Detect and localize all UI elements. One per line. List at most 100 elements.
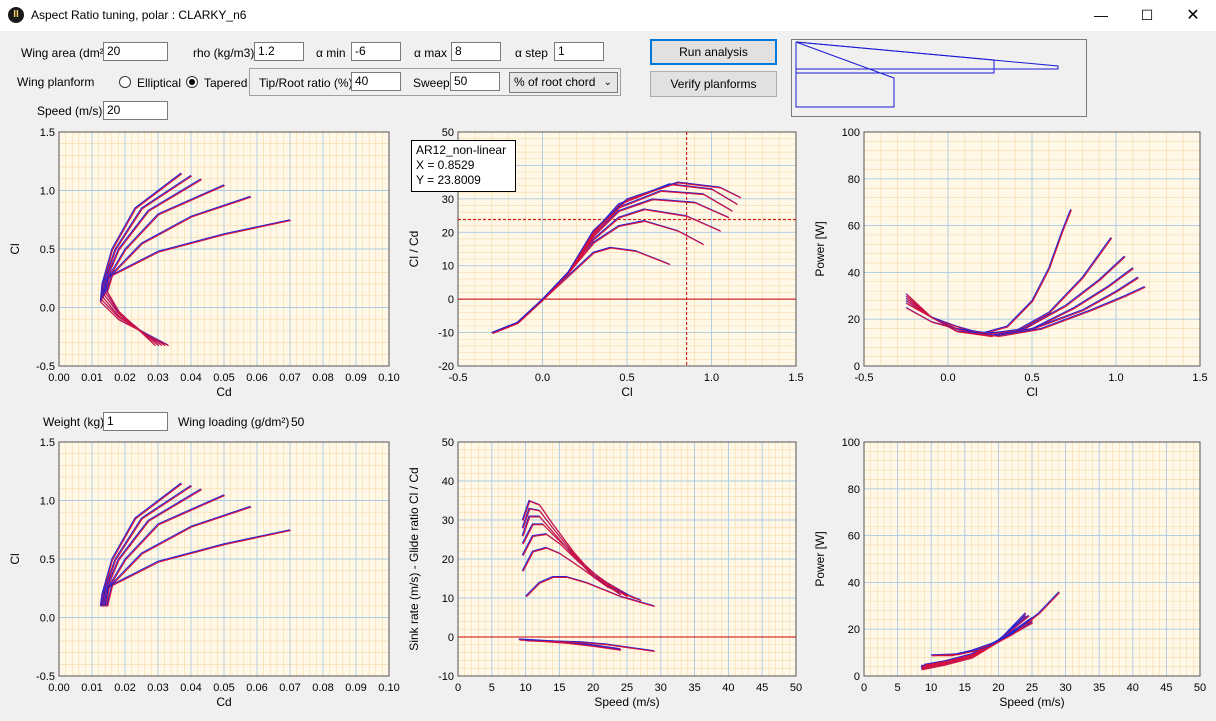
x-tick-label: 10 <box>925 682 937 694</box>
chart-power-vs-cl: -0.5 0.0 0.5 1.0 1.5 0 20 40 60 80 100 Cl Power [W] <box>813 127 1208 399</box>
y-tick-label: -10 <box>438 328 454 340</box>
x-axis-label: Cl <box>1026 385 1037 399</box>
x-tick-label: 1.0 <box>704 372 719 384</box>
y-tick-label: 20 <box>848 624 860 636</box>
rho-label: rho (kg/m3) <box>193 46 255 60</box>
x-tick-label: 0.07 <box>279 682 300 694</box>
alpha-max-input[interactable]: 8 <box>451 42 501 61</box>
x-tick-label: -0.5 <box>449 372 468 384</box>
series-line-blue <box>106 529 291 606</box>
series-line-blue <box>905 208 1072 334</box>
x-tick-label: 20 <box>992 682 1004 694</box>
x-tick-label: 0.5 <box>1024 372 1039 384</box>
y-tick-label: 0 <box>448 632 454 644</box>
y-axis-label: Cl <box>8 243 22 254</box>
x-tick-label: 1.5 <box>1192 372 1207 384</box>
y-tick-label: 0 <box>854 361 860 373</box>
x-axis-label: Speed (m/s) <box>594 695 659 709</box>
weight-input[interactable]: 1 <box>103 412 168 431</box>
y-axis-label: Sink rate (m/s) - Glide ratio Cl / Cd <box>407 467 421 650</box>
series-line-red <box>105 506 252 607</box>
x-tick-label: 40 <box>1127 682 1139 694</box>
x-tick-label: 1.0 <box>1108 372 1123 384</box>
y-tick-label: 0.5 <box>40 244 55 256</box>
y-tick-label: 0 <box>854 671 860 683</box>
run-analysis-button[interactable]: Run analysis <box>650 39 777 65</box>
series-line-red <box>105 196 252 347</box>
wing-loading-value: 50 <box>291 415 305 429</box>
sweep-unit-select[interactable]: % of root chord ⌄ <box>509 72 618 93</box>
series-line-blue <box>491 181 741 334</box>
y-tick-label: -0.5 <box>36 361 55 373</box>
alpha-step-label: α step <box>515 46 548 60</box>
x-tick-label: 0.01 <box>81 372 102 384</box>
verify-planforms-button[interactable]: Verify planforms <box>650 71 777 97</box>
sweep-label: Sweep <box>413 76 450 90</box>
x-tick-label: 45 <box>1160 682 1172 694</box>
planform-preview <box>791 39 1087 117</box>
x-tick-label: 45 <box>756 682 768 694</box>
rho-input[interactable]: 1.2 <box>254 42 304 61</box>
x-tick-label: 0.06 <box>246 682 267 694</box>
series-line-blue <box>100 484 192 606</box>
planform-outline-root <box>795 41 895 108</box>
y-tick-label: 80 <box>848 484 860 496</box>
sweep-unit-value: % of root chord <box>514 75 596 89</box>
maximize-icon[interactable]: ☐ <box>1140 7 1154 23</box>
y-tick-label: -0.5 <box>36 671 55 683</box>
x-tick-label: 10 <box>519 682 531 694</box>
y-tick-label: 10 <box>442 261 454 273</box>
y-tick-label: 1.5 <box>40 437 55 449</box>
x-tick-label: 25 <box>1026 682 1038 694</box>
wing-area-input[interactable]: 20 <box>103 42 168 61</box>
alpha-min-label: α min <box>316 46 346 60</box>
y-axis-label: Cl <box>8 553 22 564</box>
x-axis-label: Cl <box>621 385 632 399</box>
alpha-step-input[interactable]: 1 <box>554 42 604 61</box>
y-tick-label: 40 <box>442 476 454 488</box>
x-tick-label: 0.00 <box>48 682 69 694</box>
y-axis-label: Cl / Cd <box>407 231 421 268</box>
series-line-blue <box>924 619 1033 665</box>
y-tick-label: 0 <box>448 294 454 306</box>
alpha-max-label: α max <box>414 46 447 60</box>
series-line-red <box>492 182 742 334</box>
elliptical-label: Elliptical <box>137 76 182 90</box>
minimize-icon[interactable]: — <box>1094 7 1108 23</box>
series-line-red <box>526 576 655 608</box>
series-line-red <box>107 219 291 347</box>
y-tick-label: 20 <box>442 227 454 239</box>
y-tick-label: 30 <box>442 194 454 206</box>
x-tick-label: 0.05 <box>213 372 234 384</box>
chevron-down-icon: ⌄ <box>603 77 612 88</box>
tapered-radio[interactable] <box>186 76 198 88</box>
tip-root-input[interactable]: 40 <box>351 72 401 91</box>
series-line-blue <box>104 505 251 606</box>
elliptical-radio[interactable] <box>119 76 131 88</box>
series-line-blue <box>99 482 182 606</box>
y-tick-label: 50 <box>442 127 454 139</box>
alpha-min-input[interactable]: -6 <box>351 42 401 61</box>
x-tick-label: 50 <box>1194 682 1206 694</box>
series-line-red <box>107 529 291 607</box>
x-tick-label: 35 <box>688 682 700 694</box>
x-tick-label: 50 <box>790 682 802 694</box>
close-icon[interactable]: ✕ <box>1186 7 1200 24</box>
chart-cl-vs-cd-top: 0.00 0.01 0.02 0.03 0.04 0.05 0.06 0.07 0.08 0.09… <box>8 127 400 399</box>
x-tick-label: 0 <box>861 682 867 694</box>
speed-input[interactable]: 20 <box>103 101 168 120</box>
cursor-tooltip: AR12_non-linear X = 0.8529 Y = 23.8009 <box>411 140 516 192</box>
x-tick-label: 15 <box>553 682 565 694</box>
speed-label: Speed (m/s) <box>37 104 103 118</box>
x-tick-label: 5 <box>489 682 495 694</box>
y-axis-label: Power [W] <box>813 221 827 276</box>
y-tick-label: 40 <box>848 267 860 279</box>
x-tick-label: 0.03 <box>147 372 168 384</box>
title-bar: II Aspect Ratio tuning, polar : CLARKY_n… <box>0 0 1216 31</box>
x-tick-label: 30 <box>655 682 667 694</box>
y-axis-label: Power [W] <box>813 531 827 586</box>
x-tick-label: 15 <box>959 682 971 694</box>
y-tick-label: 1.0 <box>40 186 55 198</box>
weight-label: Weight (kg) <box>43 415 105 429</box>
sweep-input[interactable]: 50 <box>450 72 500 91</box>
